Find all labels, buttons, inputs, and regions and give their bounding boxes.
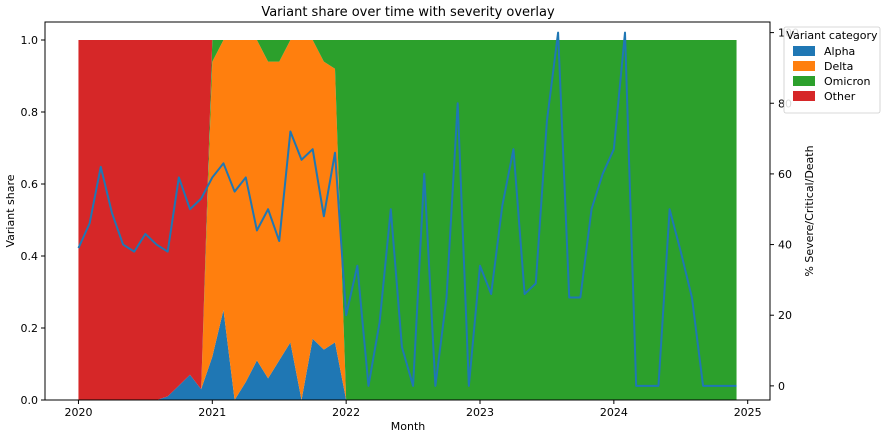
y2-axis-label: % Severe/Critical/Death <box>803 145 816 276</box>
x-tick-label: 2022 <box>332 406 360 419</box>
area-omicron <box>78 40 737 400</box>
chart-title: Variant share over time with severity ov… <box>261 5 555 20</box>
legend-label-alpha: Alpha <box>824 45 855 58</box>
legend-swatch-other <box>793 91 815 101</box>
legend-swatch-delta <box>793 61 815 71</box>
y-axis-label: Variant share <box>4 174 17 247</box>
legend-label-other: Other <box>824 90 856 103</box>
x-tick-label: 2020 <box>64 406 92 419</box>
y-tick-label: 1.0 <box>21 34 39 47</box>
x-tick-label: 2021 <box>198 406 226 419</box>
legend: Variant category Alpha Delta Omicron Other <box>783 26 881 114</box>
y2-tick-label: 0 <box>778 380 785 393</box>
legend-swatch-omicron <box>793 76 815 86</box>
legend-label-omicron: Omicron <box>824 75 870 88</box>
y2-tick-label: 40 <box>778 239 792 252</box>
y2-tick-label: 60 <box>778 168 792 181</box>
legend-swatch-alpha <box>793 46 815 56</box>
y-tick-label: 0.0 <box>21 394 39 407</box>
area-other <box>78 40 737 400</box>
stacked-areas <box>78 40 737 400</box>
legend-label-delta: Delta <box>824 60 853 73</box>
y-tick-label: 0.2 <box>21 322 39 335</box>
y-axis-left: 0.0 0.2 0.4 0.6 0.8 1.0 <box>21 34 45 407</box>
plot-frame <box>44 21 771 401</box>
severity-line <box>77 31 737 387</box>
x-tick-label: 2023 <box>466 406 494 419</box>
legend-title: Variant category <box>786 29 878 42</box>
y-tick-label: 0.6 <box>21 178 39 191</box>
x-axis-label: Month <box>391 420 426 433</box>
x-axis: 2020 2021 2022 2023 2024 2025 <box>64 400 762 419</box>
x-tick-label: 2025 <box>734 406 762 419</box>
y2-tick-label: 20 <box>778 309 792 322</box>
y-tick-label: 0.4 <box>21 250 39 263</box>
x-tick-label: 2024 <box>600 406 628 419</box>
legend-items: Alpha Delta Omicron Other <box>793 45 870 103</box>
severity-overlay <box>77 31 737 387</box>
area-delta <box>78 40 737 400</box>
y-tick-label: 0.8 <box>21 106 39 119</box>
